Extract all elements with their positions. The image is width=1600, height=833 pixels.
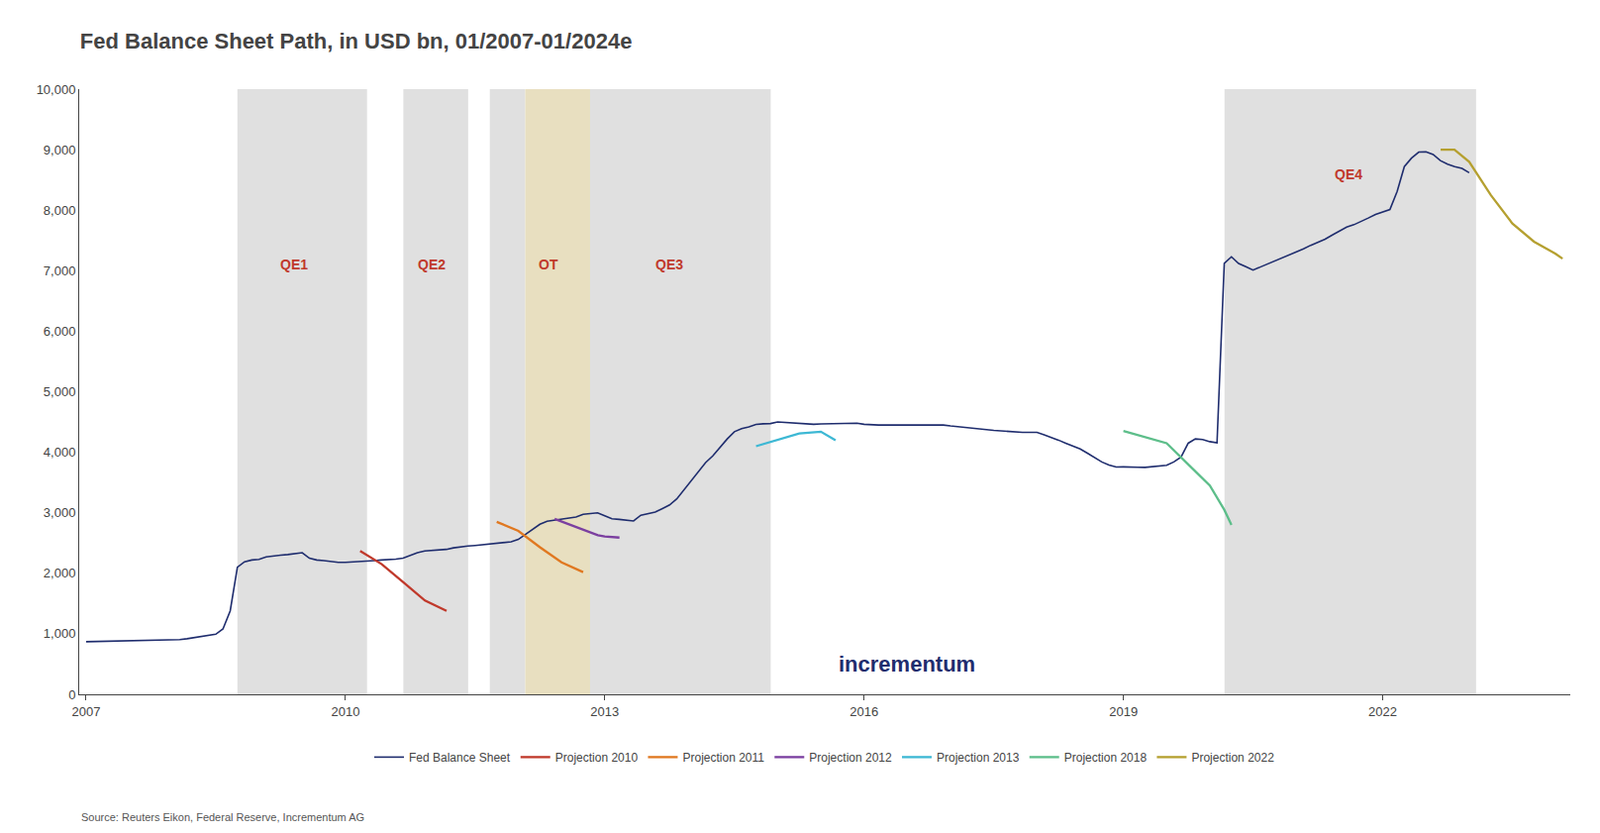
svg-text:2016: 2016 (849, 703, 879, 719)
svg-text:4,000: 4,000 (43, 444, 77, 460)
svg-text:9,000: 9,000 (43, 142, 77, 158)
svg-text:6,000: 6,000 (43, 323, 77, 339)
svg-text:Projection 2010: Projection 2010 (555, 750, 639, 765)
svg-text:Fed Balance Sheet: Fed Balance Sheet (408, 750, 511, 765)
svg-text:2019: 2019 (1108, 703, 1138, 719)
svg-text:Projection 2018: Projection 2018 (1064, 750, 1148, 765)
svg-text:QE2: QE2 (417, 256, 446, 273)
svg-text:5,000: 5,000 (43, 384, 77, 400)
svg-text:3,000: 3,000 (43, 504, 77, 520)
svg-text:2,000: 2,000 (43, 565, 77, 581)
svg-text:QE3: QE3 (655, 256, 684, 273)
svg-text:2013: 2013 (590, 703, 619, 719)
svg-text:Source: Reuters Eikon, Federal: Source: Reuters Eikon, Federal Reserve, … (81, 810, 365, 823)
svg-text:2007: 2007 (72, 703, 101, 719)
svg-text:OT: OT (538, 256, 559, 273)
svg-text:QE4: QE4 (1334, 166, 1363, 183)
svg-text:Projection 2011: Projection 2011 (682, 750, 765, 765)
svg-text:2022: 2022 (1368, 703, 1398, 719)
svg-text:Fed Balance Sheet Path, in USD: Fed Balance Sheet Path, in USD bn, 01/20… (80, 28, 633, 54)
svg-text:8,000: 8,000 (43, 202, 77, 218)
svg-text:Projection 2022: Projection 2022 (1191, 750, 1275, 765)
svg-text:1,000: 1,000 (43, 625, 77, 641)
svg-text:Projection 2012: Projection 2012 (808, 750, 893, 765)
svg-text:2010: 2010 (330, 703, 360, 719)
svg-text:7,000: 7,000 (43, 263, 77, 279)
svg-text:incrementum: incrementum (838, 651, 976, 677)
svg-text:0: 0 (68, 687, 76, 702)
svg-text:QE1: QE1 (280, 256, 308, 273)
svg-text:10,000: 10,000 (36, 82, 77, 98)
svg-text:Projection 2013: Projection 2013 (936, 750, 1020, 765)
